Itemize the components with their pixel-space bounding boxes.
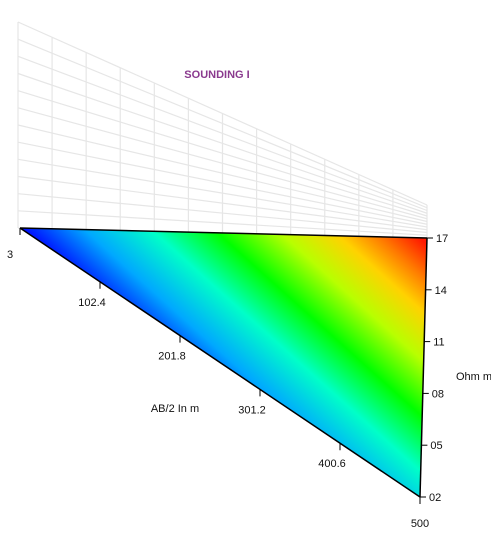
- z-tick-label: 17: [436, 233, 448, 245]
- x-axis-label: AB/2 In m: [151, 403, 199, 415]
- z-tick-label: 02: [429, 492, 441, 504]
- x-tick-label: 500: [411, 518, 429, 530]
- x-tick-label: 3: [7, 249, 13, 261]
- z-axis-label: Ohm m: [456, 371, 491, 383]
- z-tick-label: 08: [432, 388, 444, 400]
- x-tick-label: 102.4: [78, 297, 106, 309]
- x-tick-label: 301.2: [238, 404, 266, 416]
- z-axis-line: [419, 237, 428, 498]
- z-tick-label: 05: [430, 440, 442, 452]
- x-tick-label: 400.6: [318, 458, 346, 470]
- z-tick-label: 11: [433, 337, 444, 349]
- top-edge-line: [19, 227, 428, 239]
- x-axis-line: [19, 227, 421, 498]
- background-grid: [17, 21, 428, 239]
- x-axis-ticks: 3 102.4 201.8 301.2 400.6 500: [7, 228, 429, 530]
- z-tick-label: 14: [435, 285, 447, 297]
- z-axis-ticks: 17 14 11 08 05 02: [420, 233, 448, 504]
- x-tick-label: 201.8: [158, 351, 186, 363]
- heatmap-surface: [20, 228, 427, 497]
- chart-title: SOUNDING I: [184, 69, 249, 81]
